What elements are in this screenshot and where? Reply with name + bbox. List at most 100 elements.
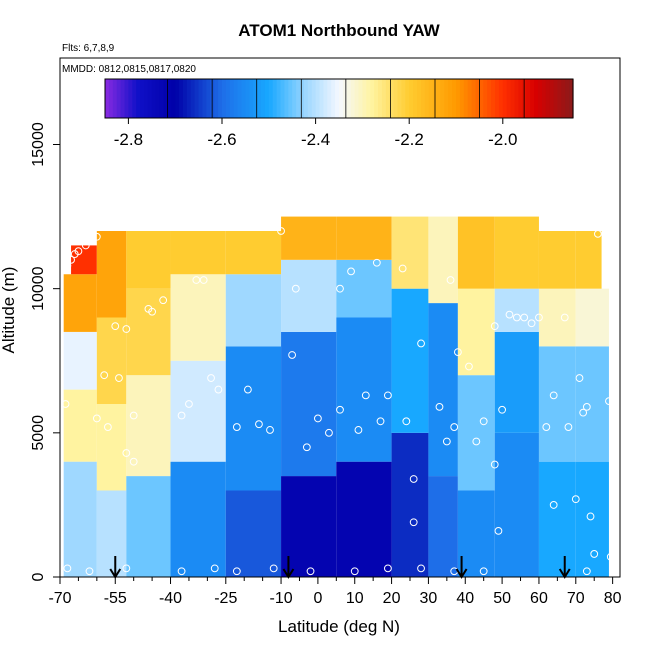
colorbar-swatch <box>463 79 469 118</box>
sample-points <box>61 227 615 576</box>
sample-marker <box>535 313 543 322</box>
field-cell <box>457 288 495 376</box>
colorbar-swatch <box>518 79 523 118</box>
colorbar-swatch <box>288 79 293 118</box>
colorbar-swatch <box>229 79 235 118</box>
sample-marker <box>129 411 138 420</box>
field-cell <box>457 490 495 577</box>
colorbar-swatch <box>526 79 531 118</box>
colorbar-swatch <box>389 79 395 118</box>
sample-marker <box>590 550 599 558</box>
sample-marker <box>490 460 499 469</box>
sample-marker <box>74 247 83 256</box>
colorbar-swatch <box>327 79 332 118</box>
sample-marker <box>61 400 70 408</box>
colorbar-swatch <box>167 79 172 118</box>
colorbar-swatch <box>159 79 165 118</box>
colorbar-swatch <box>237 79 243 118</box>
sample-marker <box>549 501 558 509</box>
field-cell <box>538 231 576 289</box>
colorbar-swatch <box>233 79 239 118</box>
colorbar-swatch <box>393 79 399 118</box>
field-cell <box>494 288 539 332</box>
colorbar-swatch <box>307 79 313 118</box>
plot-frame <box>59 57 621 578</box>
colorbar-tick-label: -2.8 <box>114 130 143 149</box>
colorbar-swatch <box>413 79 418 118</box>
sample-marker <box>129 457 138 466</box>
sample-marker <box>266 426 274 434</box>
sample-marker <box>361 391 370 400</box>
colorbar-swatch <box>163 79 168 118</box>
colorbar-swatch <box>440 79 445 118</box>
sample-marker <box>192 276 201 284</box>
sample-marker <box>350 567 359 576</box>
colorbar-swatch <box>514 79 519 118</box>
sample-marker <box>92 414 101 423</box>
colorbar-swatch <box>175 79 180 118</box>
field-cell <box>428 216 458 304</box>
field-cell <box>575 346 609 462</box>
field-cell <box>225 490 282 577</box>
colorbar-swatch <box>335 79 340 118</box>
y-axis: 0 5000 10000 15000 <box>30 122 60 581</box>
sample-marker <box>564 423 573 431</box>
colorbar-swatch <box>264 79 270 118</box>
field-cell <box>336 216 392 260</box>
colorbar-swatch <box>405 79 410 118</box>
colorbar-swatch <box>452 79 457 118</box>
sample-marker <box>63 564 72 573</box>
y-tick-label: 15000 <box>30 122 47 167</box>
sample-marker <box>472 437 481 446</box>
colorbar-swatch <box>362 79 367 118</box>
field-cell <box>494 216 539 289</box>
colorbar-swatch <box>530 79 535 118</box>
colorbar-swatch <box>249 79 254 118</box>
heatmap-field <box>63 216 609 577</box>
colorbar-swatch <box>284 79 289 118</box>
colorbar-swatch <box>366 79 371 118</box>
sample-marker <box>144 304 153 313</box>
sample-marker <box>409 518 418 527</box>
field-cell <box>538 461 576 577</box>
colorbar-swatch <box>296 79 301 118</box>
sample-marker <box>571 495 580 504</box>
colorbar-swatch <box>448 79 453 118</box>
colorbar-swatch <box>502 79 508 118</box>
sample-marker <box>498 405 507 414</box>
colorbar-swatch <box>186 79 192 118</box>
field-cell <box>538 288 576 347</box>
field-cell <box>225 274 282 347</box>
sample-marker <box>122 325 131 333</box>
sample-marker <box>177 411 186 420</box>
colorbar-swatch <box>120 79 126 118</box>
colorbar-swatch <box>105 79 110 118</box>
sample-marker <box>409 475 418 483</box>
colorbar-swatch <box>253 79 258 118</box>
colorbar-swatch <box>436 79 441 118</box>
colorbar-swatch <box>565 79 570 118</box>
colorbar-swatch <box>561 79 566 118</box>
colorbar-swatch <box>444 79 449 118</box>
field-cell <box>428 303 458 477</box>
x-tick-label: 70 <box>567 590 585 607</box>
x-tick-label: -55 <box>104 590 127 607</box>
sample-marker <box>288 351 297 359</box>
colorbar-swatch <box>397 79 402 118</box>
sample-marker <box>306 567 315 576</box>
sample-marker <box>549 391 558 400</box>
field-cell <box>281 259 337 332</box>
colorbar-swatch <box>409 79 414 118</box>
x-tick-label: 30 <box>420 590 438 607</box>
sample-marker <box>575 374 584 382</box>
colorbar-swatch <box>190 79 196 118</box>
colorbar-swatch <box>210 79 215 118</box>
colorbar-swatch <box>108 79 114 118</box>
colorbar-swatch <box>459 79 465 118</box>
colorbar-swatch <box>292 79 297 118</box>
colorbar-swatch <box>495 79 500 118</box>
colorbar-swatch <box>225 79 231 118</box>
field-cell <box>63 274 97 332</box>
colorbar-swatch <box>491 79 496 118</box>
field-cell <box>457 375 495 491</box>
